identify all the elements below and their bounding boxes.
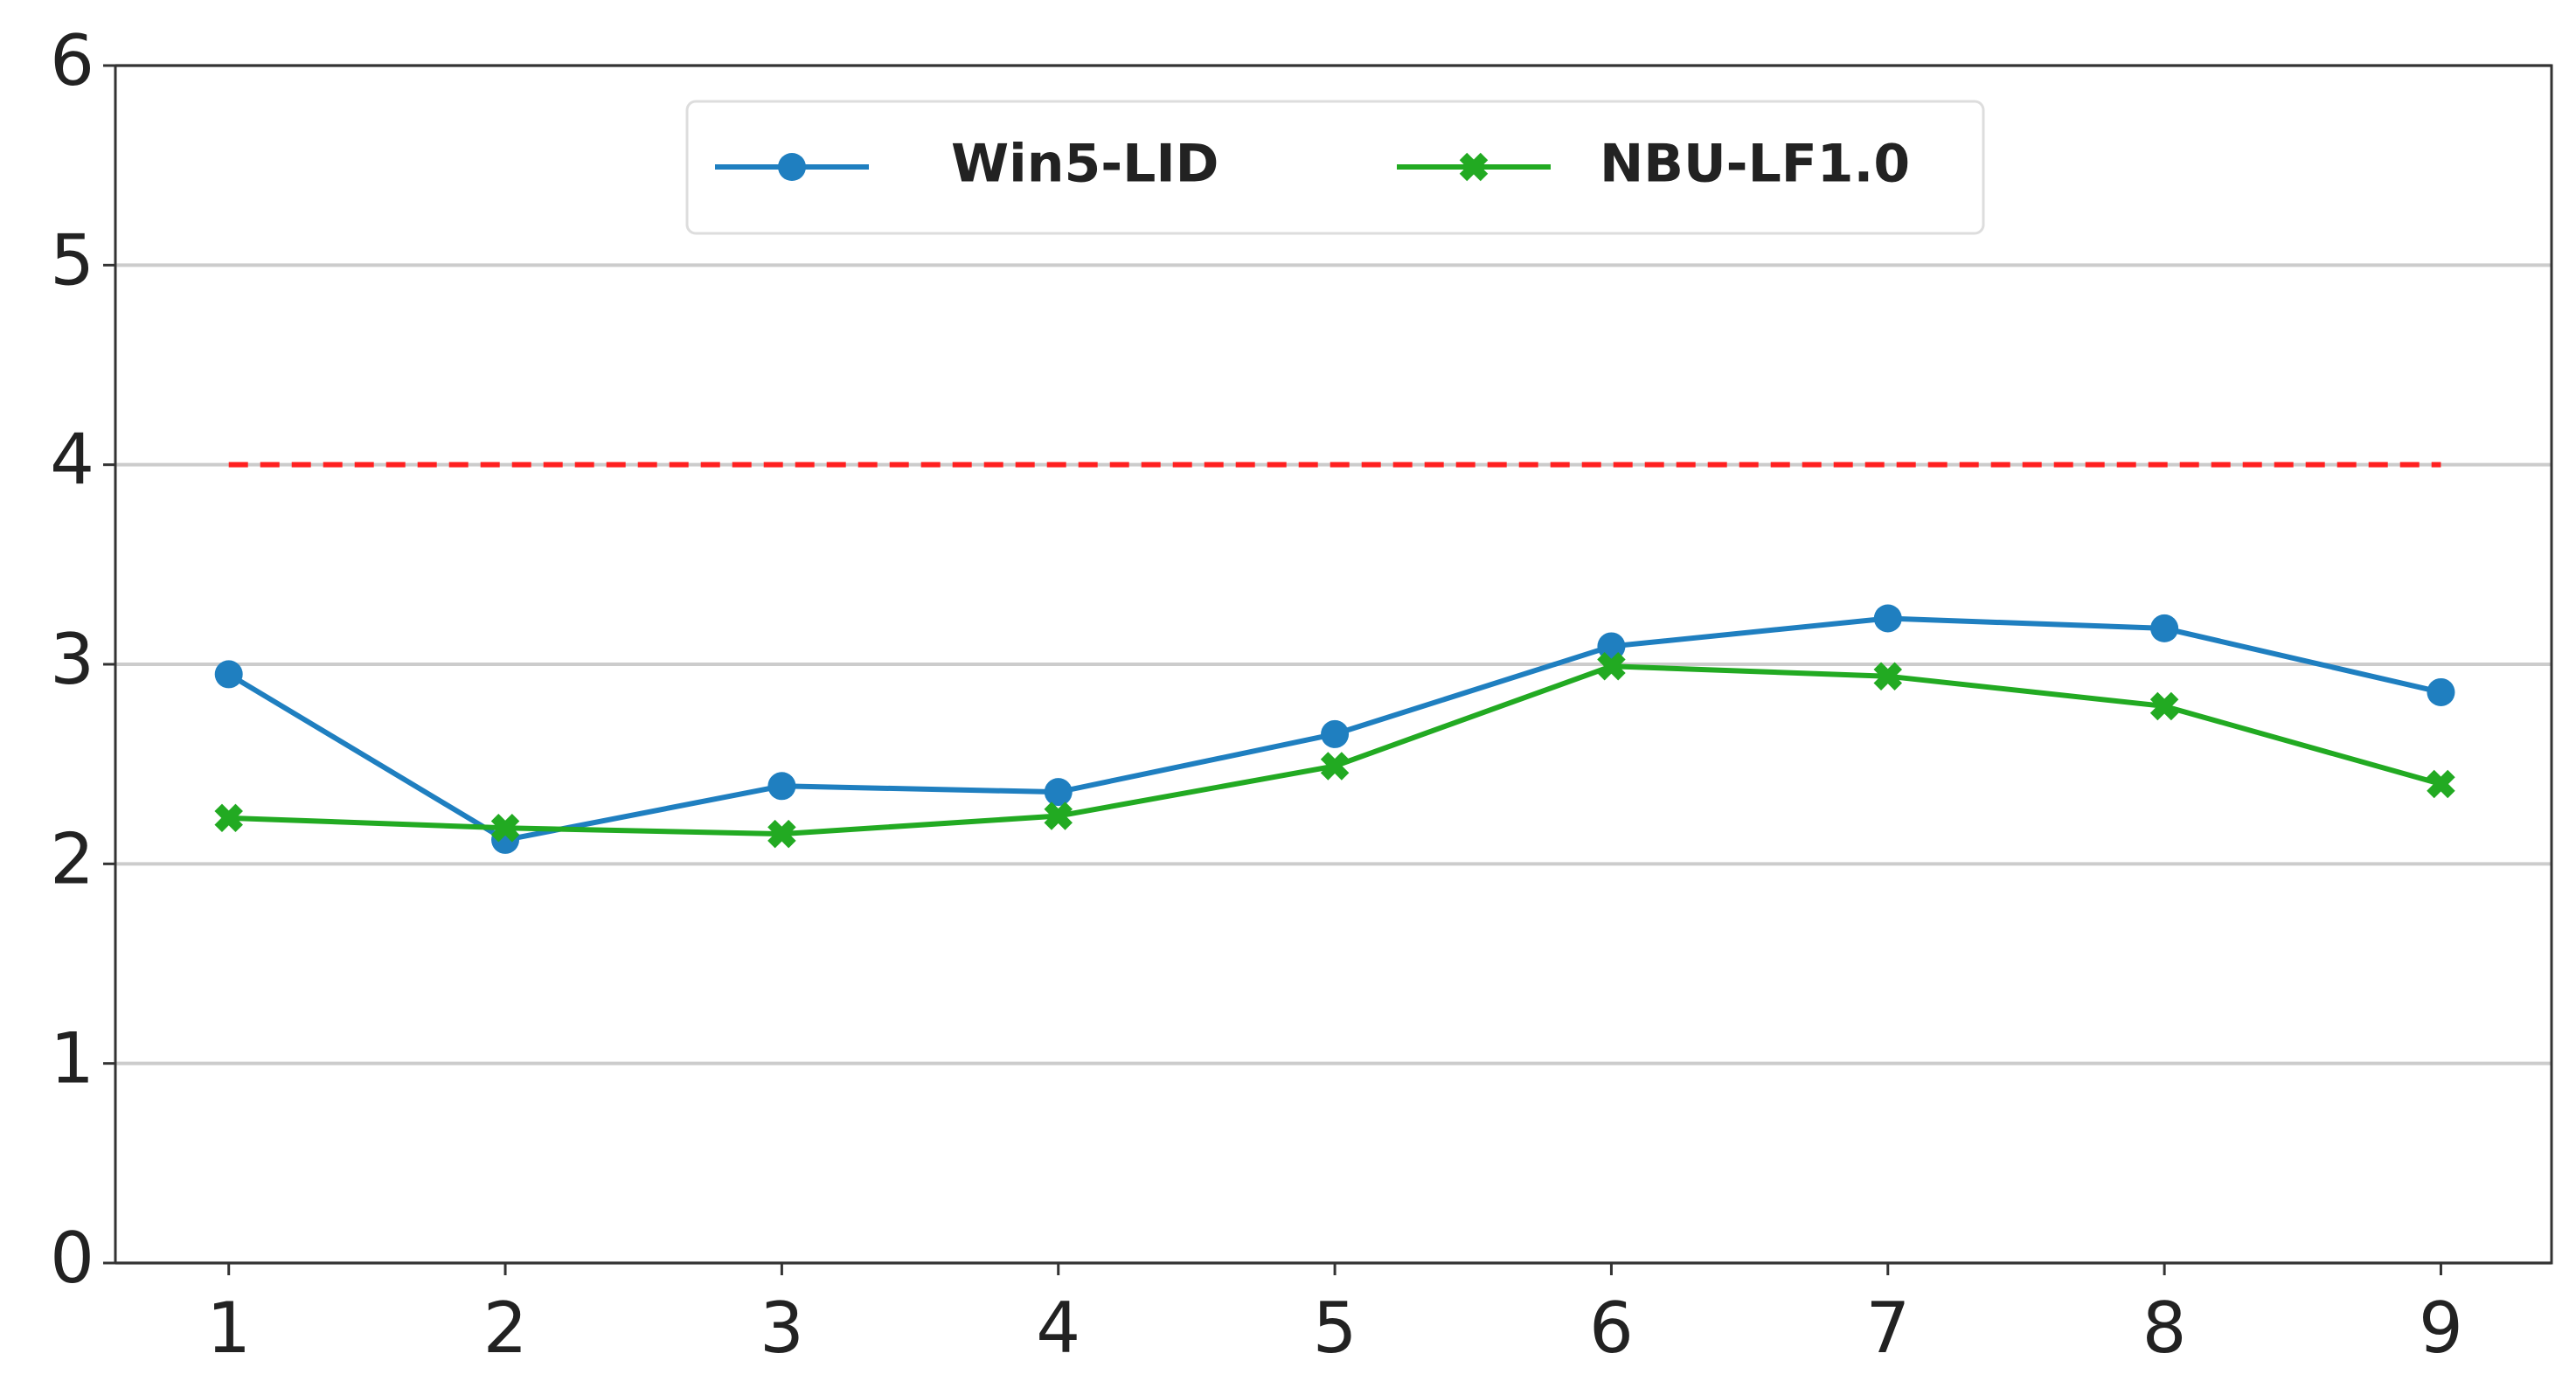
x-tick-label: 3 <box>760 1287 804 1369</box>
point <box>1321 719 1350 748</box>
point <box>767 819 796 849</box>
legend-marker <box>1459 152 1489 182</box>
legend-box <box>685 100 1985 235</box>
y-tick-label: 2 <box>50 818 94 899</box>
point <box>1044 802 1073 830</box>
legend-marker <box>778 153 806 181</box>
plot-frame <box>114 64 2553 1265</box>
x-tick-label: 1 <box>206 1287 251 1369</box>
y-tick-label: 1 <box>50 1018 94 1100</box>
y-tick-label: 0 <box>50 1218 94 1299</box>
y-tick-label: 3 <box>50 619 94 700</box>
x-tick-label: 7 <box>1865 1287 1910 1369</box>
legend-label: NBU-LF1.0 <box>1600 134 1910 195</box>
point <box>1873 604 1902 633</box>
point <box>2427 769 2455 799</box>
point <box>1873 662 1903 691</box>
x-tick-label: 8 <box>2142 1287 2187 1369</box>
point <box>1320 752 1350 781</box>
y-tick-label: 4 <box>50 420 94 501</box>
point <box>214 660 243 689</box>
legend-label: Win5-LID <box>951 134 1219 195</box>
y-tick-label: 6 <box>50 20 94 101</box>
x-tick-label: 5 <box>1313 1287 1357 1369</box>
point <box>767 772 796 801</box>
point <box>2149 691 2179 721</box>
point <box>1597 652 1626 681</box>
point <box>2150 614 2179 642</box>
series-line <box>228 663 2442 837</box>
point <box>214 803 243 833</box>
point <box>490 813 520 843</box>
point <box>1044 778 1073 807</box>
x-tick-label: 6 <box>1589 1287 1634 1369</box>
y-tick-label: 5 <box>50 219 94 301</box>
x-tick-label: 9 <box>2419 1287 2463 1369</box>
x-tick-label: 4 <box>1036 1287 1080 1369</box>
x-tick-label: 2 <box>483 1287 528 1369</box>
point <box>2427 677 2455 706</box>
